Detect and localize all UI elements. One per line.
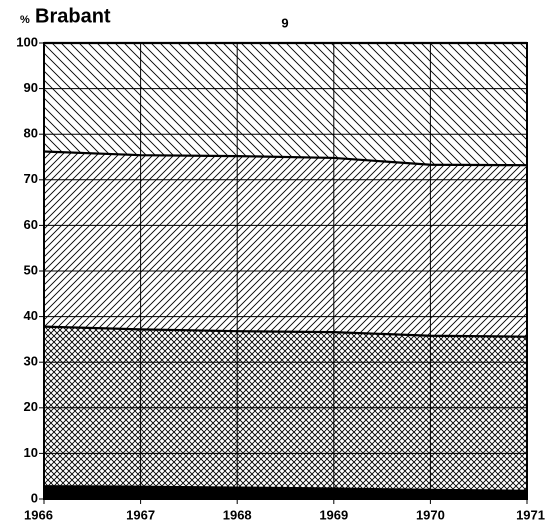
y-tick-label: 60 — [24, 217, 38, 232]
area-fill — [44, 151, 527, 337]
y-tick-label: 100 — [16, 34, 38, 49]
y-tick-label: 50 — [24, 262, 38, 277]
area-fill — [44, 486, 527, 499]
x-tick-label: 1966 — [24, 507, 53, 522]
y-tick-label: 0 — [31, 490, 38, 505]
y-tick-label: 30 — [24, 354, 38, 369]
area-fill — [44, 326, 527, 491]
y-tick-label: 90 — [24, 80, 38, 95]
y-tick-label: 80 — [24, 126, 38, 141]
plot-frame — [43, 42, 528, 500]
area-fill — [44, 43, 527, 166]
y-tick-label: 10 — [24, 445, 38, 460]
x-tick-label: 1969 — [319, 507, 348, 522]
chart-title: Brabant — [35, 5, 111, 27]
x-tick-label: 1968 — [223, 507, 252, 522]
figure-number: 9 — [281, 15, 288, 30]
x-tick-label: 1970 — [416, 507, 445, 522]
y-tick-label: 70 — [24, 171, 38, 186]
x-tick-label: 1971 — [516, 507, 545, 522]
x-tick-label: 1967 — [126, 507, 155, 522]
y-tick-label: 20 — [24, 399, 38, 414]
y-axis-label: % — [20, 14, 30, 26]
y-tick-label: 40 — [24, 308, 38, 323]
